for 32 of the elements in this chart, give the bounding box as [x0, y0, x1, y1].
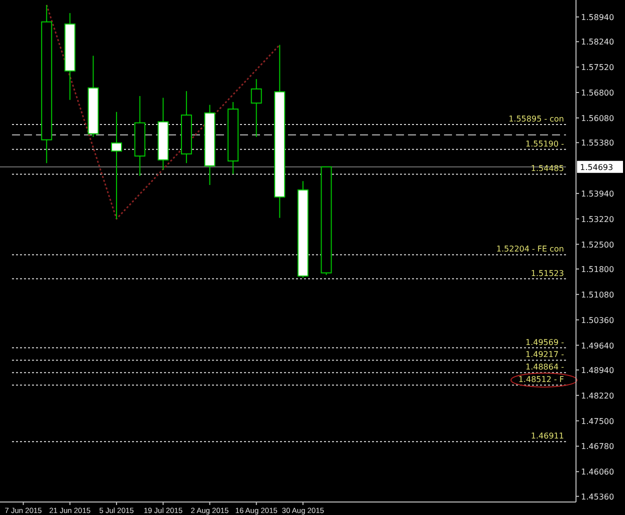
y-tick-label: 1.57520	[581, 63, 614, 72]
y-tick-label: 1.47500	[581, 416, 614, 426]
y-tick-label: 1.53220	[581, 214, 614, 224]
ref-line-label: 1.54693	[580, 162, 614, 172]
y-tick-label: 1.48940	[581, 366, 614, 375]
ref-line-label: 1.55190 -	[525, 139, 564, 148]
y-tick-label: 1.49640	[581, 341, 614, 350]
y-tick-label: 1.52500	[581, 240, 614, 250]
candlestick	[250, 78, 262, 138]
y-tick-label: 1.58940	[581, 12, 614, 22]
y-tick-label: 1.45360	[581, 492, 614, 502]
y-tick-label: 1.46060	[581, 468, 614, 477]
ref-line-label: 1.51523	[530, 268, 564, 278]
ref-line-label: 1.48512 - F	[518, 375, 564, 384]
ref-line-label: 1.52204 - FE con	[496, 244, 564, 254]
y-tick-label: 1.46780	[581, 442, 614, 452]
ref-line-label: 1.55895 - con	[508, 114, 564, 124]
y-tick-label: 1.55380	[581, 138, 614, 148]
ref-line-label: 1.49217 -	[525, 350, 564, 360]
y-tick-label: 1.56800	[581, 88, 614, 98]
y-tick-label: 1.58240	[581, 38, 614, 47]
ref-line-label: 1.46911	[530, 432, 564, 441]
y-tick-label: 1.48220	[581, 391, 614, 400]
y-tick-label: 1.50360	[581, 316, 614, 325]
ref-line-label: 1.54485	[530, 164, 564, 174]
candlestick	[111, 111, 122, 220]
y-tick-label: 1.53940	[581, 189, 614, 198]
ref-line-label: 1.49569 -	[525, 338, 564, 347]
y-tick-label: 1.51800	[581, 265, 614, 274]
ref-line-label: 1.48864 -	[525, 362, 564, 372]
y-tick-label: 1.51080	[581, 290, 614, 300]
y-tick-label: 1.56080	[581, 114, 614, 123]
